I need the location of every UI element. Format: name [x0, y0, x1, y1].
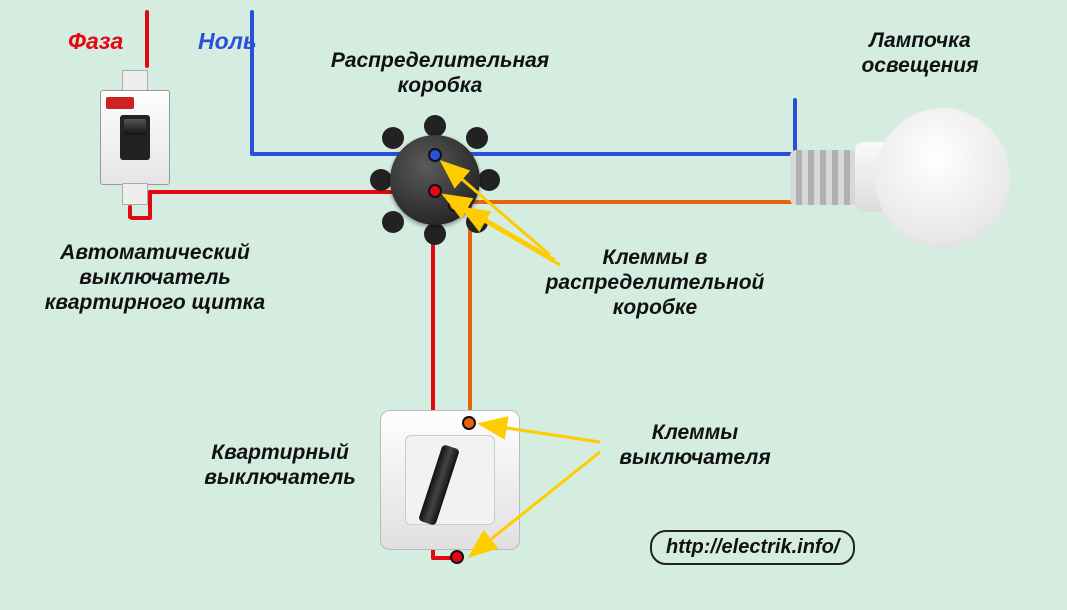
label-jbox-l1: Распределительная [331, 49, 549, 72]
label-breaker-l2: выключатель [79, 266, 230, 289]
label-jbox-l2: коробка [398, 74, 483, 97]
junction-box [370, 115, 500, 245]
label-breaker-l3: квартирного щитка [45, 291, 265, 314]
label-jterm-l2: распределительной [546, 271, 765, 294]
light-bulb [790, 80, 1000, 260]
terminal-switch-top [462, 416, 476, 430]
label-switch-l2: выключатель [204, 466, 355, 489]
label-jterm-l1: Клеммы в [603, 246, 708, 269]
wire-phase-2c [130, 216, 152, 220]
wire-phase-1 [145, 10, 149, 68]
terminal-jbox-switched [448, 198, 462, 212]
label-breaker-l1: Автоматический [60, 241, 250, 264]
label-switch: Квартирный выключатель [180, 440, 380, 490]
label-jbox-terminals: Клеммы в распределительной коробке [525, 245, 785, 321]
wire-phase-2d [128, 205, 132, 219]
label-jbox: Распределительная коробка [280, 48, 600, 98]
wire-switched-2 [468, 200, 803, 204]
label-neutral: Ноль [198, 28, 257, 56]
terminal-jbox-phase [428, 184, 442, 198]
circuit-breaker [100, 70, 170, 205]
source-url: http://electrik.info/ [650, 530, 855, 565]
label-swterm-l1: Клеммы [652, 421, 738, 444]
label-jterm-l3: коробке [613, 296, 697, 319]
label-switch-l1: Квартирный [211, 441, 349, 464]
label-phase: Фаза [68, 28, 123, 56]
label-swterm-l2: выключателя [619, 446, 770, 469]
terminal-switch-bot [450, 550, 464, 564]
label-bulb-l2: освещения [861, 54, 978, 77]
terminal-jbox-neutral [428, 148, 442, 162]
label-bulb-l1: Лампочка [869, 29, 970, 52]
label-breaker: Автоматический выключатель квартирного щ… [25, 240, 285, 316]
label-bulb: Лампочка освещения [810, 28, 1030, 78]
wall-switch [380, 410, 520, 550]
label-switch-terminals: Клеммы выключателя [585, 420, 805, 470]
wire-neutral-2 [250, 152, 795, 156]
